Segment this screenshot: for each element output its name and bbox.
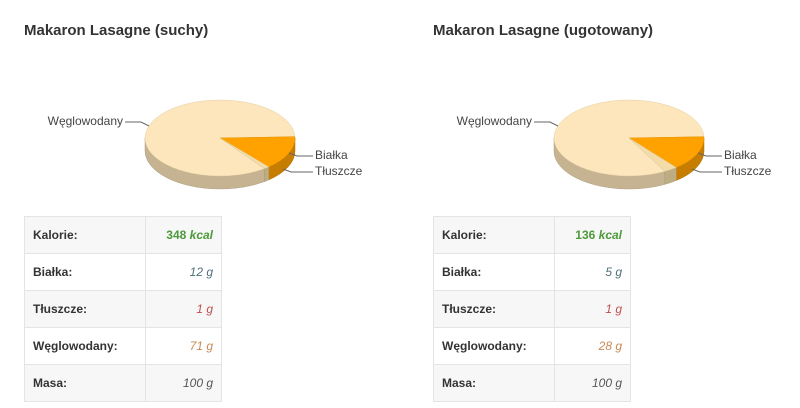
row-value: 12 g	[189, 265, 213, 279]
chart-title: Makaron Lasagne (suchy)	[24, 22, 208, 39]
row-label: Białka:	[25, 254, 146, 290]
pie-slice	[628, 136, 705, 168]
row-value: 1 g	[196, 302, 213, 316]
row-value: 348	[166, 228, 187, 242]
row-unit: kcal	[598, 228, 622, 242]
row-value: 1 g	[605, 302, 622, 316]
label-line	[534, 121, 559, 127]
pie-label: Tłuszcze	[315, 164, 363, 178]
pie-side	[264, 166, 270, 182]
row-value: 100 g	[182, 376, 213, 390]
label-line	[691, 168, 722, 173]
table-row: Kalorie: 136 kcal	[434, 217, 630, 254]
row-value: 100 g	[591, 376, 622, 390]
row-label: Kalorie:	[434, 217, 555, 253]
nutrition-table: Kalorie: 136 kcal Białka: 5 g Tłuszcze: 1 g Wę…	[433, 216, 631, 402]
label-line	[697, 152, 722, 157]
table-row: Kalorie: 348 kcal	[25, 217, 221, 254]
row-value-cell: 71 g	[146, 339, 221, 353]
row-value-cell: 1 g	[555, 302, 630, 316]
pie-label: Białka	[315, 148, 348, 162]
row-label: Węglowodany:	[25, 328, 146, 364]
row-value-cell: 348 kcal	[146, 228, 221, 242]
table-row: Białka: 12 g	[25, 254, 221, 291]
table-row: Tłuszcze: 1 g	[434, 291, 630, 328]
table-row: Węglowodany: 28 g	[434, 328, 630, 365]
row-label: Masa:	[25, 365, 146, 401]
row-value-cell: 100 g	[146, 376, 221, 390]
row-label: Masa:	[434, 365, 555, 401]
row-value: 71 g	[189, 339, 213, 353]
row-value: 136	[575, 228, 596, 242]
row-label: Kalorie:	[25, 217, 146, 253]
table-row: Masa: 100 g	[25, 365, 221, 402]
row-label: Węglowodany:	[434, 328, 555, 364]
label-line	[288, 152, 313, 157]
pie-slice	[219, 136, 296, 168]
table-row: Tłuszcze: 1 g	[25, 291, 221, 328]
chart-title: Makaron Lasagne (ugotowany)	[433, 22, 653, 39]
row-label: Tłuszcze:	[25, 291, 146, 327]
table-row: Węglowodany: 71 g	[25, 328, 221, 365]
table-row: Masa: 100 g	[434, 365, 630, 402]
row-value-cell: 5 g	[555, 265, 630, 279]
pie-slice	[628, 137, 677, 172]
row-value-cell: 12 g	[146, 265, 221, 279]
pie-label: Węglowodany	[48, 114, 123, 128]
pie-label: Tłuszcze	[724, 164, 772, 178]
row-value-cell: 100 g	[555, 376, 630, 390]
row-unit: kcal	[189, 228, 213, 242]
label-line	[125, 121, 150, 127]
row-value: 28 g	[598, 339, 622, 353]
row-value-cell: 28 g	[555, 339, 630, 353]
pie-slice	[219, 137, 270, 169]
pie-label: Białka	[724, 148, 757, 162]
label-line	[282, 168, 313, 173]
row-value-cell: 136 kcal	[555, 228, 630, 242]
row-value: 5 g	[605, 265, 622, 279]
pie-label: Węglowodany	[457, 114, 532, 128]
table-row: Białka: 5 g	[434, 254, 630, 291]
row-label: Białka:	[434, 254, 555, 290]
row-label: Tłuszcze:	[434, 291, 555, 327]
row-value-cell: 1 g	[146, 302, 221, 316]
